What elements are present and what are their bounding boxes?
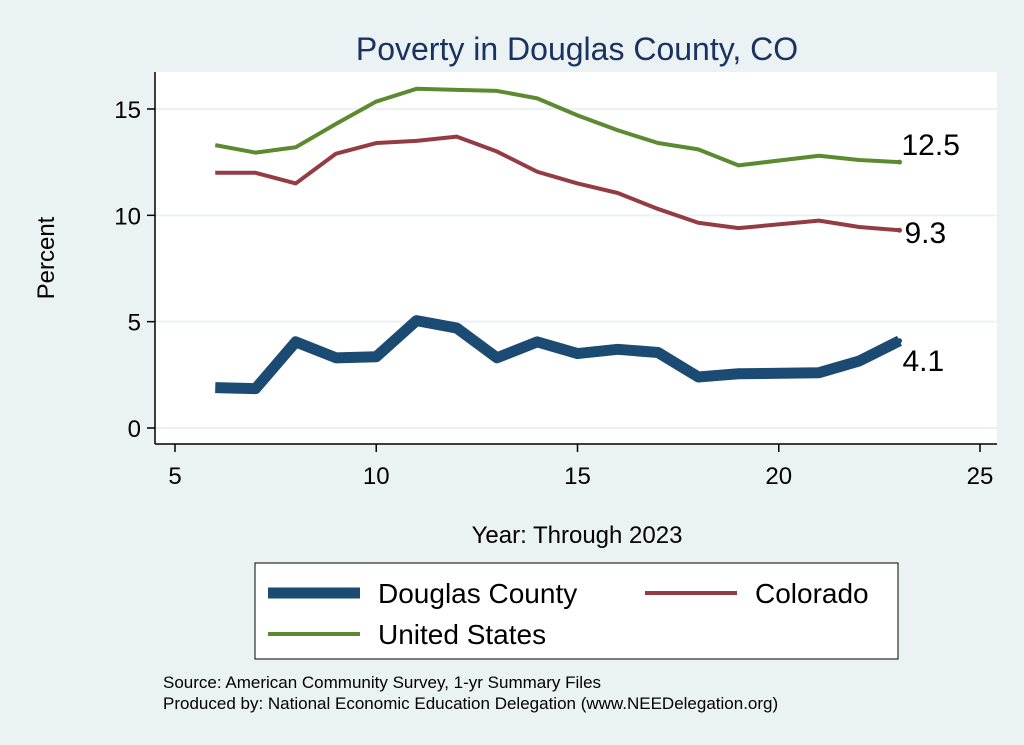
legend: Douglas County Colorado United States: [254, 562, 899, 660]
legend-label-united-states: United States: [378, 619, 546, 650]
y-axis-title: Percent: [33, 216, 60, 299]
chart-title: Poverty in Douglas County, CO: [356, 31, 798, 67]
series-lines: [214, 86, 902, 395]
legend-label-douglas-county: Douglas County: [378, 578, 577, 609]
series-line-douglas-county: [215, 315, 902, 395]
end-point-united-states: [897, 159, 902, 165]
end-label-douglas-county: 4.1: [903, 345, 945, 378]
legend-label-colorado: Colorado: [755, 578, 869, 609]
plot-area: [155, 72, 997, 444]
legend-box: [254, 562, 899, 660]
end-point-colorado: [897, 227, 902, 233]
end-labels: 12.5 9.3 4.1: [897, 129, 960, 378]
x-axis-title: Year: Through 2023: [472, 522, 683, 549]
x-tick-label-25: 25: [967, 463, 994, 490]
producer-note: Produced by: National Economic Education…: [163, 694, 778, 713]
end-point-douglas-county: [897, 338, 902, 344]
x-tick-label-5: 5: [168, 463, 181, 490]
series-line-colorado: [215, 134, 900, 233]
source-note: Source: American Community Survey, 1-yr …: [163, 673, 601, 692]
series-line-united-states: [214, 86, 900, 168]
x-tick-label-15: 15: [564, 463, 591, 490]
y-tick-label-0: 0: [128, 416, 141, 443]
gridlines: [155, 108, 997, 429]
end-label-united-states: 12.5: [902, 129, 960, 162]
y-tick-label-10: 10: [114, 203, 141, 230]
x-tick-label-10: 10: [363, 463, 390, 490]
x-tick-label-20: 20: [765, 463, 792, 490]
y-tick-label-15: 15: [114, 97, 141, 124]
y-tick-label-5: 5: [128, 310, 141, 337]
end-label-colorado: 9.3: [905, 217, 947, 250]
